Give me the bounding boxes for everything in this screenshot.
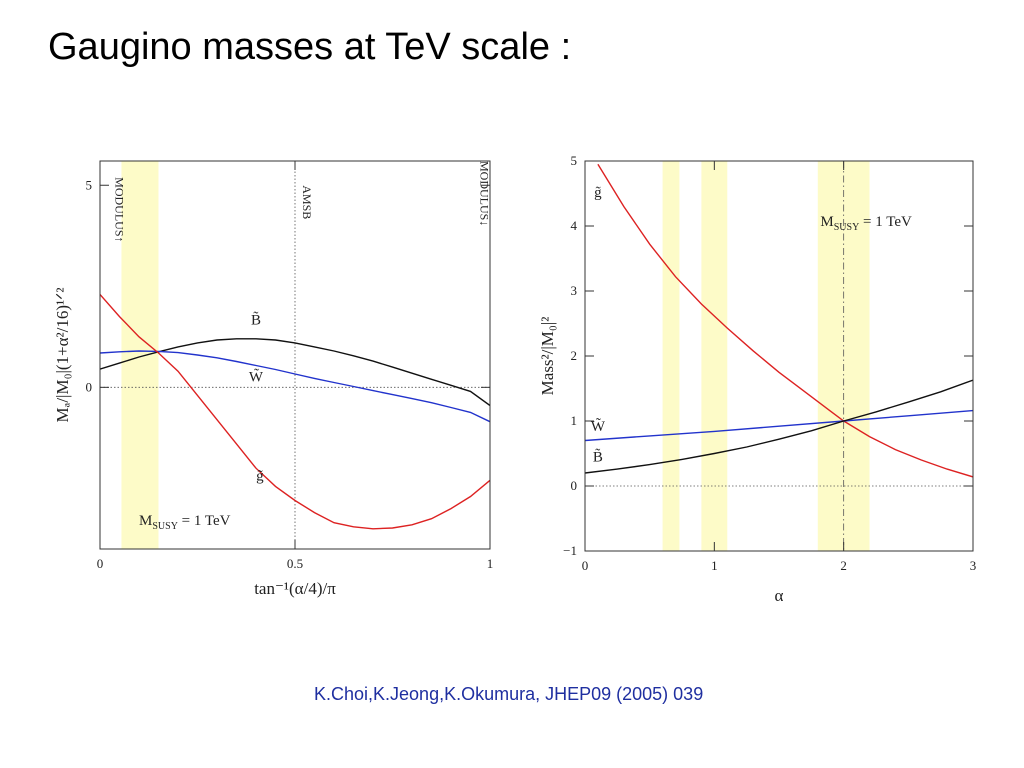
series-line-3	[100, 293, 490, 530]
y-tick-label: 2	[571, 348, 578, 363]
series-line-1	[100, 338, 490, 407]
y-tick-label: 5	[86, 177, 93, 192]
band-1	[662, 161, 680, 551]
x-tick-label: 3	[970, 558, 977, 573]
x-axis-label: α	[775, 586, 784, 605]
annotation-msusy: MSUSY = 1 TeV	[820, 214, 912, 233]
y-axis-label: Mₐ/|M₀|(1+α²/16)¹ᐟ²	[53, 288, 72, 423]
plot-frame	[584, 160, 974, 552]
citation: K.Choi,K.Jeong,K.Okumura, JHEP09 (2005) …	[314, 684, 704, 704]
y-axis-label: Mass²/|M₀|²	[538, 317, 557, 396]
y-tick-label: 1	[571, 413, 578, 428]
series-label-1: B̃	[251, 312, 261, 329]
annotation-msusy: MSUSY = 1 TeV	[139, 513, 231, 532]
annotation-vertical: MODULUS↓	[477, 161, 491, 226]
y-tick-label: −1	[563, 543, 577, 558]
x-tick-label: 1	[487, 556, 494, 571]
x-tick-label: 0.5	[287, 556, 303, 571]
y-tick-label: 0	[571, 478, 578, 493]
series-label-3: B̃	[593, 448, 603, 465]
series-label-1: g̃	[594, 185, 602, 201]
y-tick-label: 5	[571, 153, 578, 168]
series-line-2	[100, 350, 490, 423]
slide-title: Gaugino masses at TeV scale :	[48, 26, 572, 68]
series-label-2: W̃	[249, 368, 264, 385]
chart-left: B̃ W̃ g̃ 0 0.5 1 0 5 tan⁻¹(α/4)/π Mₐ/|M₀|(1+α²/16…	[53, 160, 494, 598]
x-tick-label: 0	[582, 558, 589, 573]
series-line-1	[597, 163, 973, 478]
x-tick-label: 0	[97, 556, 104, 571]
x-tick-label: 2	[840, 558, 847, 573]
y-tick-label: 3	[571, 283, 578, 298]
annotation-vertical: AMSB	[300, 185, 314, 219]
series-line-3	[585, 379, 973, 474]
chart-right: g̃ W̃ B̃ 0 1 2 3 −1 0 1 2 3 4 5 α Mass²/|M₀|² MSUSY = 1 …	[538, 153, 976, 605]
series-label-2: W̃	[591, 418, 606, 435]
annotation-vertical: MODULUS↑	[113, 177, 127, 242]
series-line-2	[585, 409, 973, 442]
x-axis-label: tan⁻¹(α/4)/π	[254, 579, 336, 598]
y-tick-label: 4	[571, 218, 578, 233]
band-1	[121, 161, 159, 549]
band-2	[701, 161, 728, 551]
x-tick-label: 1	[711, 558, 718, 573]
y-tick-label: 0	[86, 379, 93, 394]
series-label-3: g̃	[256, 468, 264, 484]
